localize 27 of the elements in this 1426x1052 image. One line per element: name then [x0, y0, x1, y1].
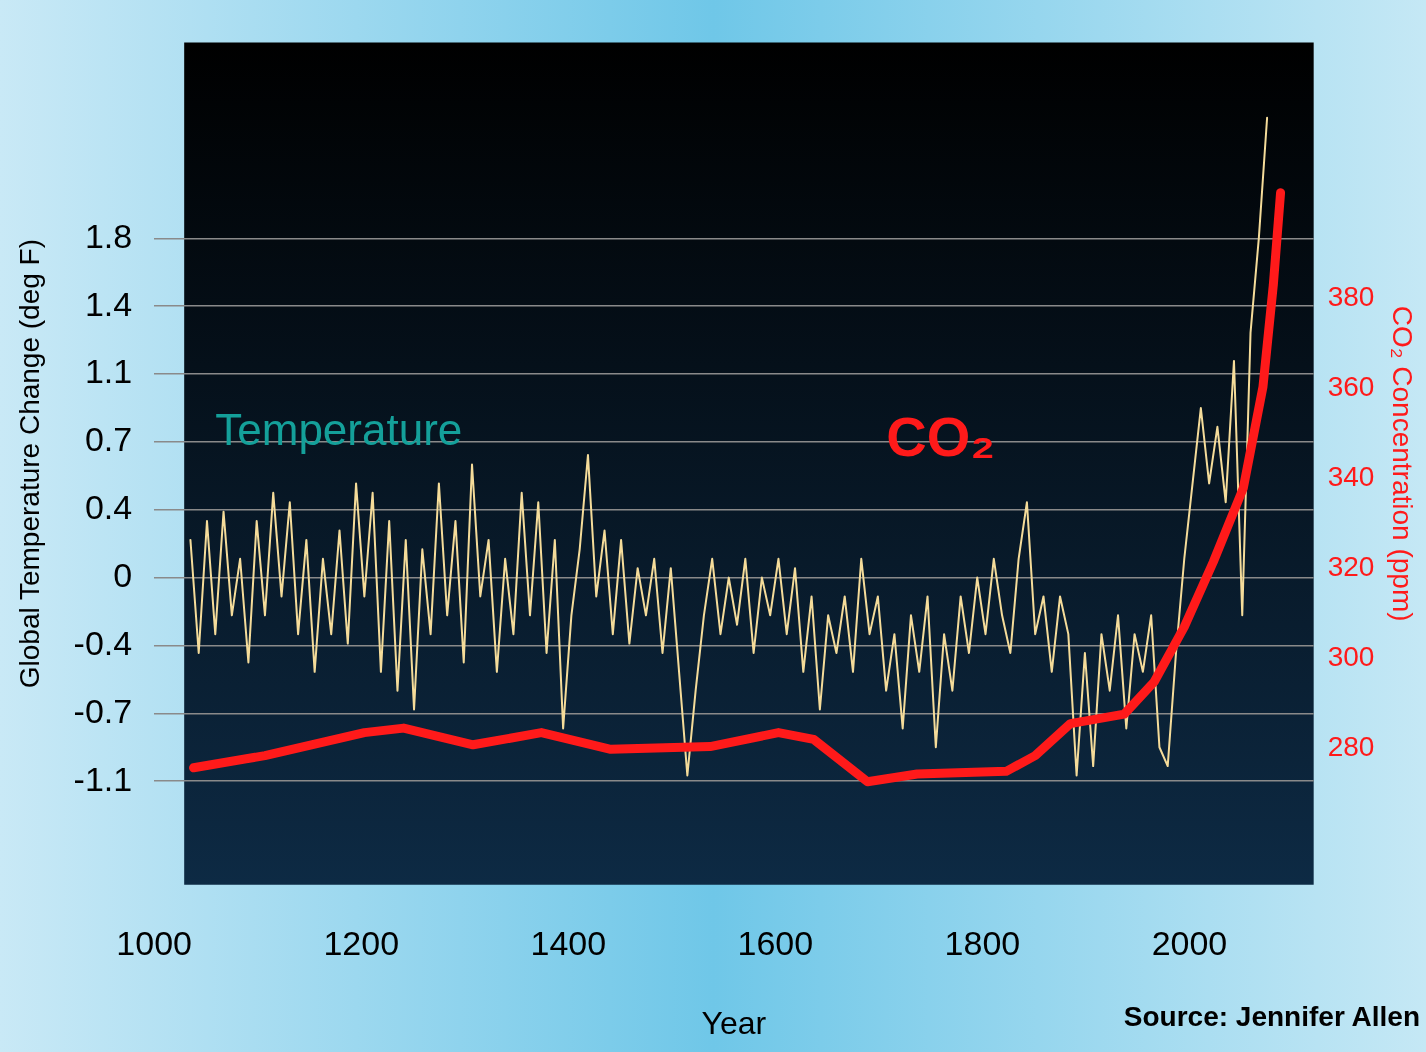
x-tick-label: 1200	[323, 923, 400, 962]
text: CO₂	[886, 404, 996, 468]
y-tick-label: 1.1	[84, 352, 133, 391]
y-axis-title: Global Temperature Change (deg F)	[13, 238, 45, 689]
y-tick-label: -0.7	[73, 691, 133, 730]
x-tick-label: 2000	[1151, 923, 1228, 962]
y-tick-label: 0	[113, 555, 133, 594]
y2-tick-label: 300	[1327, 641, 1375, 673]
y-tick-label: 0.4	[84, 488, 133, 527]
source-note: Source: Jennifer Allen	[1123, 1001, 1420, 1032]
x-tick-label: 1600	[737, 923, 814, 962]
y2-axis-title: CO₂ Concentration (ppm)	[1387, 305, 1419, 622]
y2-tick-label: 280	[1327, 731, 1375, 763]
x-axis-title: Year	[701, 1004, 767, 1041]
y-tick-label: 1.8	[84, 216, 133, 255]
y2-tick-label: 380	[1327, 280, 1375, 312]
y2-tick-label: 340	[1327, 460, 1375, 492]
y2-tick-label: 320	[1327, 551, 1375, 582]
y2-tick-label: 360	[1327, 370, 1375, 402]
y-tick-label: -0.4	[73, 623, 133, 662]
y-tick-label: 0.7	[84, 420, 133, 459]
x-tick-label: 1400	[530, 923, 607, 962]
x-tick-label: 1800	[944, 923, 1021, 962]
x-tick-label: 1000	[116, 923, 193, 962]
y-tick-label: -1.1	[73, 759, 133, 798]
y-tick-label: 1.4	[84, 284, 133, 323]
series-label: Temperature	[215, 404, 463, 454]
